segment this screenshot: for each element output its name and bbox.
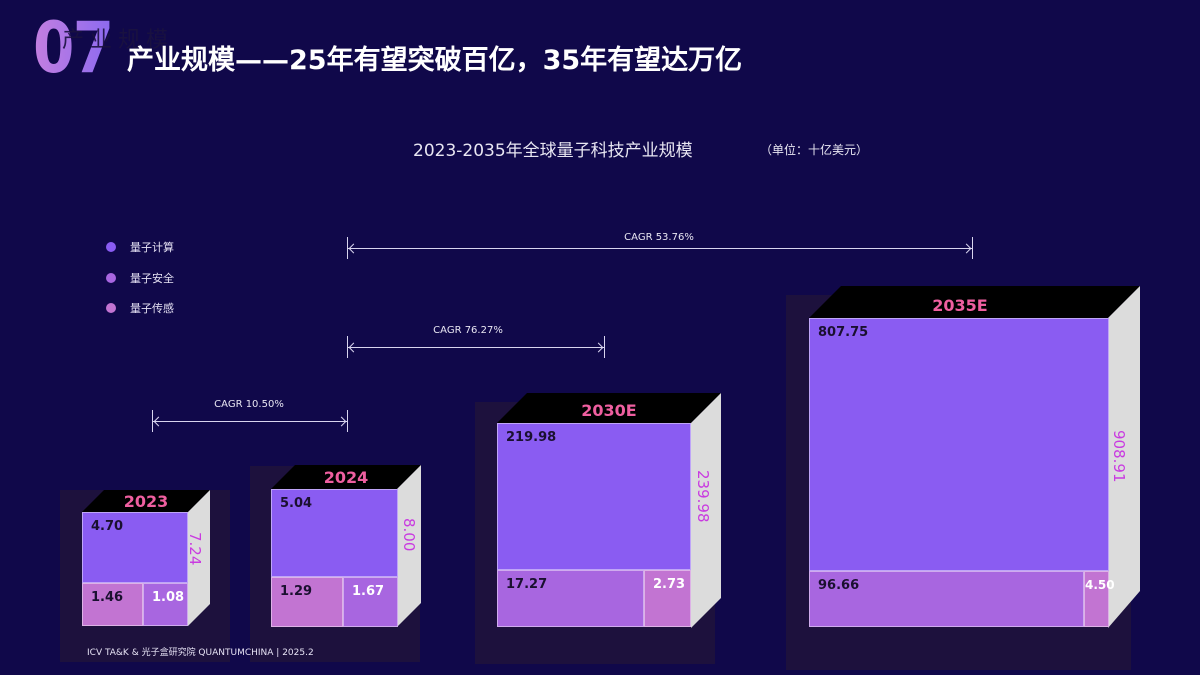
page-title: 产业规模——25年有望突破百亿，35年有望达万亿: [127, 45, 743, 76]
cagr-line: [347, 347, 604, 348]
arrow-right-icon: [593, 342, 604, 353]
year-label: 2023: [123, 492, 169, 511]
cell-security: 1.08: [143, 583, 188, 626]
year-label: 2035E: [932, 296, 988, 315]
arrow-left-icon: [348, 243, 359, 254]
cagr-tick: [347, 237, 348, 259]
legend-item: 量子计算: [106, 239, 174, 255]
cagr-tick: [347, 336, 348, 358]
cell-security: 96.66: [809, 571, 1084, 627]
cube-frame: [809, 286, 1140, 628]
cagr-label: CAGR 76.27%: [433, 325, 503, 336]
cagr-tick: [604, 336, 605, 358]
cell-sensing: 4.50: [1084, 571, 1115, 627]
cagr-label: CAGR 10.50%: [214, 399, 284, 410]
legend-label: 量子计算: [130, 241, 174, 254]
arrow-left-icon: [153, 416, 164, 427]
cube-frame: [497, 393, 721, 628]
year-label: 2024: [323, 468, 369, 487]
cell-compute: 807.75: [809, 318, 1109, 571]
arrow-right-icon: [961, 243, 972, 254]
cagr-tick: [972, 237, 973, 259]
cell-sensing: 2.73: [644, 570, 691, 627]
cagr-tick: [347, 410, 348, 432]
ghost-title: 产业规模: [62, 28, 175, 53]
cagr-line: [347, 248, 972, 249]
legend-dot-icon: [106, 273, 116, 283]
total-label: 239.98: [694, 470, 712, 523]
arrow-left-icon: [348, 342, 359, 353]
source-note: ICV TA&K & 光子盒研究院 QUANTUMCHINA | 2025.2: [87, 648, 314, 658]
cell-compute: 219.98: [497, 423, 691, 570]
cagr-label: CAGR 53.76%: [624, 232, 694, 243]
total-label: 908.91: [1110, 430, 1128, 483]
cell-sensing: 1.29: [271, 577, 343, 627]
chart-title: 2023-2035年全球量子科技产业规模: [413, 141, 693, 161]
section-number: 07: [33, 7, 114, 89]
legend-dot-icon: [106, 303, 116, 313]
cell-compute: 4.70: [82, 512, 188, 583]
arrow-right-icon: [336, 416, 347, 427]
legend-item: 量子传感: [106, 300, 174, 316]
cagr-line: [152, 421, 347, 422]
cagr-tick: [152, 410, 153, 432]
cell-security: 1.67: [343, 577, 398, 627]
chart-unit: （单位：十亿美元）: [760, 143, 869, 157]
legend-label: 量子传感: [130, 302, 174, 315]
legend-item: 量子安全: [106, 270, 174, 286]
cell-sensing: 1.46: [82, 583, 143, 626]
total-label: 7.24: [186, 532, 204, 566]
cell-security: 17.27: [497, 570, 644, 627]
legend-label: 量子安全: [130, 272, 174, 285]
cube-frame: [271, 465, 421, 627]
legend-dot-icon: [106, 242, 116, 252]
cell-compute: 5.04: [271, 489, 398, 577]
total-label: 8.00: [400, 518, 418, 552]
year-label: 2030E: [581, 401, 637, 420]
cube-frame: [82, 490, 210, 626]
